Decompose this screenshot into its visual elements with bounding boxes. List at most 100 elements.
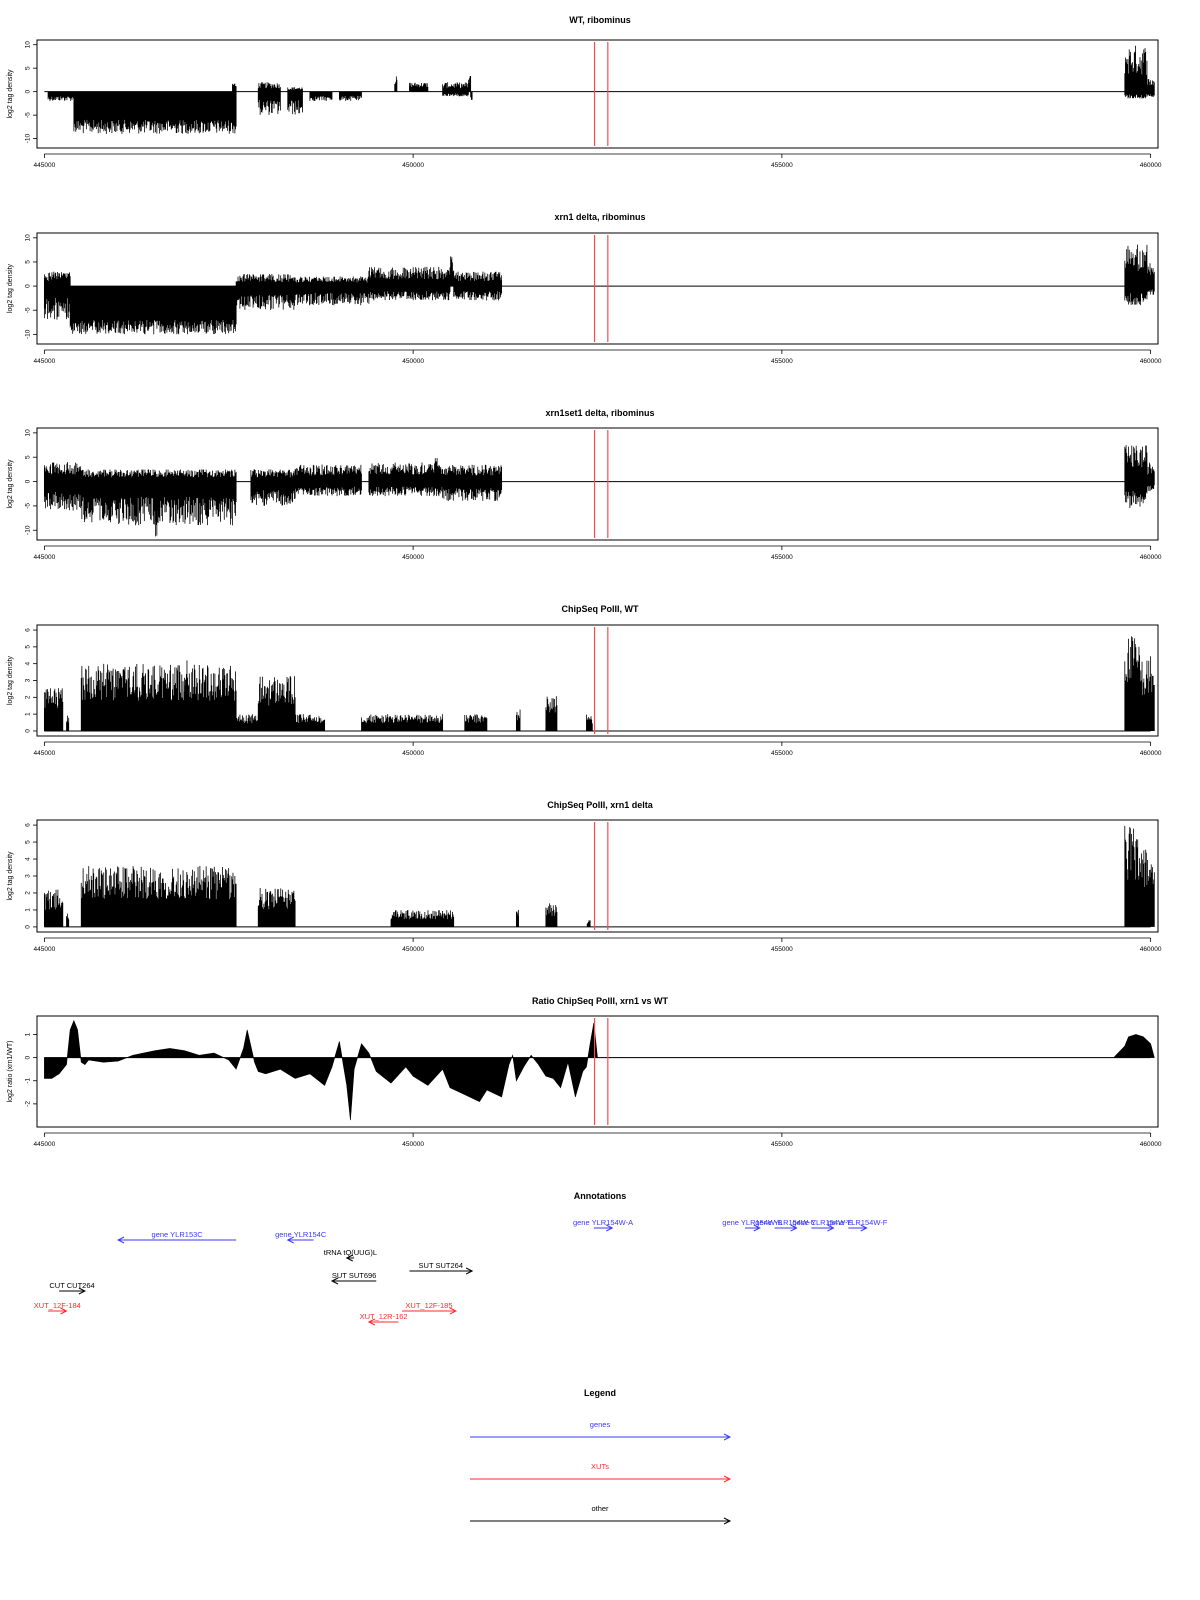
- y-tick-label: -10: [25, 525, 32, 535]
- annotation-arrow: [402, 1307, 458, 1315]
- y-tick-label: 3: [25, 874, 32, 878]
- legend-title: Legend: [584, 1388, 616, 1398]
- data-bar-trace: [154, 476, 160, 537]
- chart-panel-5: ChipSeq PolII, xrn1 delta 6 5 4 3 2 1 0 log2 tag…: [7, 800, 1162, 953]
- chart-title: Ratio ChipSeq PolII, xrn1 vs WT: [532, 996, 669, 1006]
- annotation-label: gene YLR154W-E: [792, 1218, 852, 1227]
- x-tick-label: 455000: [771, 162, 793, 169]
- chart-title: ChipSeq PolII, WT: [562, 604, 639, 614]
- data-bar-trace: [586, 714, 593, 731]
- x-tick-label: 445000: [34, 1141, 56, 1148]
- y-tick-label: -2: [25, 1101, 32, 1107]
- data-bar-trace: [1124, 636, 1140, 731]
- x-tick-label: 445000: [34, 750, 56, 757]
- x-tick-label: 460000: [1140, 162, 1162, 169]
- y-tick-label: 10: [25, 429, 32, 437]
- data-bar-trace: [1124, 45, 1148, 99]
- annotation-label: tRNA tQ(UUG)L: [324, 1248, 377, 1257]
- chart-title: xrn1 delta, ribominus: [554, 212, 645, 222]
- data-bar-trace: [1139, 849, 1155, 927]
- x-tick-label: 460000: [1140, 946, 1162, 953]
- y-tick-label: 1: [25, 712, 32, 716]
- y-tick-label: -5: [25, 503, 32, 509]
- annotation-label: gene YLR154W-C: [755, 1218, 816, 1227]
- data-bar-trace: [434, 458, 440, 482]
- annotation-label: gene YLR154W-F: [828, 1218, 888, 1227]
- data-bar-trace: [309, 91, 333, 101]
- y-axis-label: log2 tag density: [7, 263, 14, 313]
- annotation-arrow: [409, 1267, 474, 1275]
- x-tick-label: 460000: [1140, 1141, 1162, 1148]
- x-tick-label: 450000: [402, 162, 424, 169]
- data-bar-trace: [66, 913, 70, 927]
- data-bar-trace: [394, 76, 398, 92]
- y-tick-label: -5: [25, 112, 32, 118]
- data-bar-trace: [1146, 462, 1155, 492]
- y-tick-label: 1: [25, 1032, 32, 1036]
- x-tick-label: 460000: [1140, 554, 1162, 561]
- annotation-label: SUT SUT696: [332, 1271, 376, 1280]
- data-bar-trace: [47, 91, 75, 102]
- data-bar-trace: [545, 696, 558, 731]
- data-bar-trace: [409, 82, 429, 92]
- y-tick-label: 5: [25, 66, 32, 70]
- legend-label: genes: [590, 1420, 611, 1429]
- y-tick-label: -1: [25, 1077, 32, 1083]
- plot-frame: [36, 39, 1159, 149]
- data-bar-trace: [361, 714, 444, 731]
- annotation-arrow: [286, 1236, 314, 1244]
- x-tick-label: 460000: [1140, 750, 1162, 757]
- y-tick-label: 5: [25, 645, 32, 649]
- y-axis-label: log2 ratio (xrn1/WT): [7, 1041, 14, 1103]
- chart-title: xrn1set1 delta, ribominus: [545, 408, 654, 418]
- data-bar-trace: [586, 920, 591, 927]
- x-tick-label: 455000: [771, 946, 793, 953]
- annotation-label: gene YLR154W-B: [722, 1218, 782, 1227]
- data-bar-trace: [287, 87, 303, 115]
- data-bar-trace: [257, 82, 281, 115]
- y-tick-label: -10: [25, 134, 32, 144]
- y-axis-label: log2 tag density: [7, 69, 14, 119]
- data-bar-trace: [73, 91, 237, 134]
- chart-panel-6: Ratio ChipSeq PolII, xrn1 vs WT 1 0 -1 -2 log…: [7, 996, 1162, 1148]
- x-tick-label: 455000: [771, 1141, 793, 1148]
- data-bar-trace: [545, 903, 558, 927]
- data-bar-trace: [515, 709, 521, 731]
- chart-panel-3: xrn1set1 delta, ribominus 10 5 0 -5 -10 log2 t…: [7, 408, 1162, 561]
- legend-panel: Legend genes XUTs other: [470, 1388, 732, 1525]
- x-tick-label: 450000: [402, 358, 424, 365]
- annotation-arrow: [745, 1224, 761, 1232]
- data-bar-trace: [390, 910, 455, 927]
- annotation-arrow: [117, 1236, 237, 1244]
- data-bar-trace: [235, 714, 259, 731]
- x-tick-label: 460000: [1140, 358, 1162, 365]
- y-tick-label: 10: [25, 234, 32, 242]
- data-bar-trace: [368, 266, 451, 301]
- data-bar-trace: [80, 469, 237, 526]
- x-tick-label: 445000: [34, 162, 56, 169]
- y-tick-label: 5: [25, 840, 32, 844]
- y-axis-label: log2 tag density: [7, 655, 14, 705]
- y-tick-label: 5: [25, 455, 32, 459]
- annotations-panel: Annotations gene YLR153C gene YLR154C gene …: [34, 1191, 888, 1326]
- annotation-label: XUT_12R-162: [360, 1312, 408, 1321]
- y-tick-label: 0: [25, 729, 32, 733]
- data-bar-trace: [66, 715, 70, 731]
- legend-arrow: [470, 1517, 732, 1525]
- annotation-label: XUT_12F-184: [34, 1301, 81, 1310]
- annotation-label: gene YLR153C: [152, 1230, 204, 1239]
- annotation-arrow: [330, 1277, 377, 1285]
- data-bar-trace: [43, 889, 64, 927]
- data-bar-trace: [470, 91, 473, 100]
- plot-frame: [36, 232, 1159, 345]
- chart-panel-1: WT, ribominus 10 5 0 -5 -10 log2 tag density 44…: [7, 15, 1162, 169]
- data-bar-trace: [232, 83, 237, 92]
- data-bar-trace: [449, 256, 455, 287]
- y-tick-label: 10: [25, 41, 32, 49]
- annotation-label: XUT_12F-185: [405, 1301, 452, 1310]
- x-tick-label: 450000: [402, 1141, 424, 1148]
- annotation-arrow: [593, 1224, 614, 1232]
- x-tick-label: 450000: [402, 946, 424, 953]
- x-tick-label: 445000: [34, 946, 56, 953]
- annotation-label: gene YLR154C: [275, 1230, 327, 1239]
